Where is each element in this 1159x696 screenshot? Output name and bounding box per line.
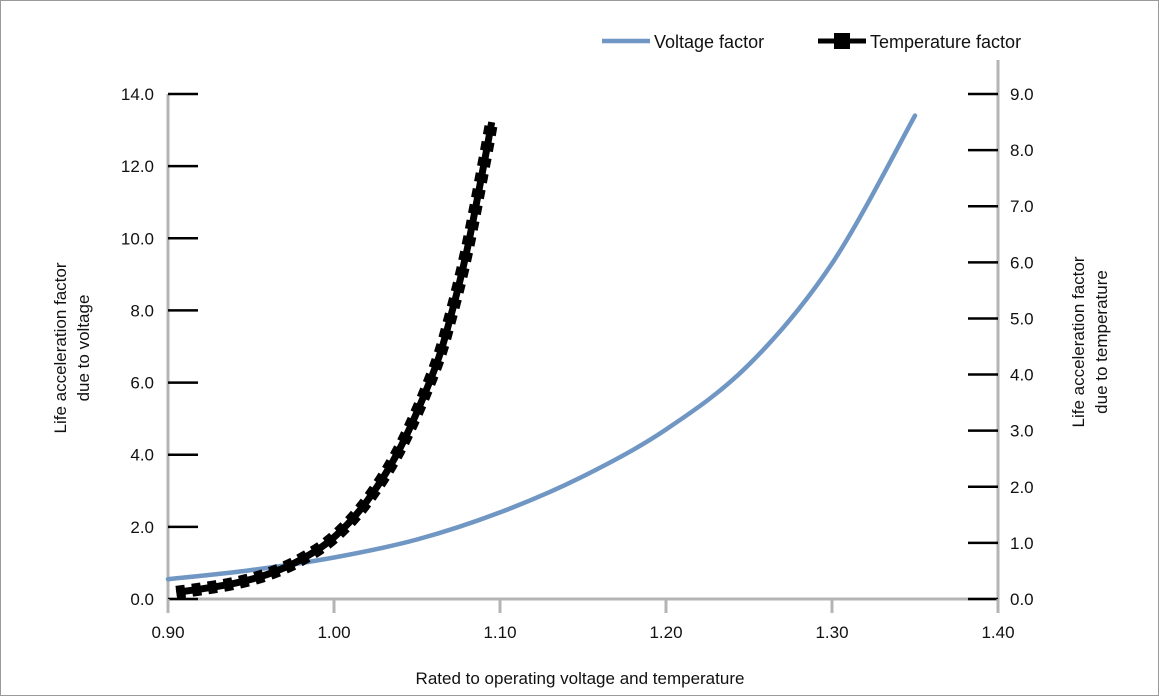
y2-tick-label: 9.0 [1010,85,1034,104]
x-tick-label: 1.30 [815,623,848,642]
x-tick-label: 1.20 [649,623,682,642]
legend-temperature-label: Temperature factor [870,32,1021,52]
legend-voltage-label: Voltage factor [654,32,764,52]
y2-tick-label: 1.0 [1010,534,1034,553]
series-layer [165,113,918,599]
y-tick-label: 8.0 [130,301,154,320]
temperature-factor-line-base [175,121,496,596]
y2-axis-title-line-1: Life acceleration factor [1069,256,1088,427]
y2-tick-label: 2.0 [1010,478,1034,497]
axes-layer: 0.0 2.0 4.0 6.0 8.0 10.0 12.0 14.0 0.0 1.0 2.0 3.0 4… [121,60,1034,642]
y-tick-label: 10.0 [121,229,154,248]
y-tick-label: 2.0 [130,518,154,537]
x-tick-label: 1.10 [483,623,516,642]
temperature-factor-line-dashes [175,120,499,599]
voltage-factor-line [165,113,918,582]
y-tick-label: 4.0 [130,446,154,465]
legend-temperature-marker [834,33,850,49]
x-axis-title: Rated to operating voltage and temperatu… [416,669,745,688]
y2-tick-label: 8.0 [1010,141,1034,160]
x-tick-label: 0.90 [151,623,184,642]
y-tick-label: 0.0 [130,590,154,609]
legend: Voltage factor Temperature factor [602,32,1021,52]
y-tick-label: 12.0 [121,157,154,176]
y2-tick-label: 0.0 [1010,590,1034,609]
y-tick-label: 14.0 [121,85,154,104]
x-tick-label: 1.40 [981,623,1014,642]
y-axis-title-line-1: Life acceleration factor [51,262,70,433]
y2-tick-label: 3.0 [1010,422,1034,441]
y2-tick-label: 7.0 [1010,197,1034,216]
x-tick-label: 1.00 [317,623,350,642]
y2-tick-label: 5.0 [1010,309,1034,328]
y2-tick-label: 4.0 [1010,366,1034,385]
y2-axis-title-line-2: due to temperature [1092,270,1111,414]
y-tick-label: 6.0 [130,374,154,393]
y-axis-title-line-2: due to voltage [74,295,93,402]
y2-tick-label: 6.0 [1010,253,1034,272]
